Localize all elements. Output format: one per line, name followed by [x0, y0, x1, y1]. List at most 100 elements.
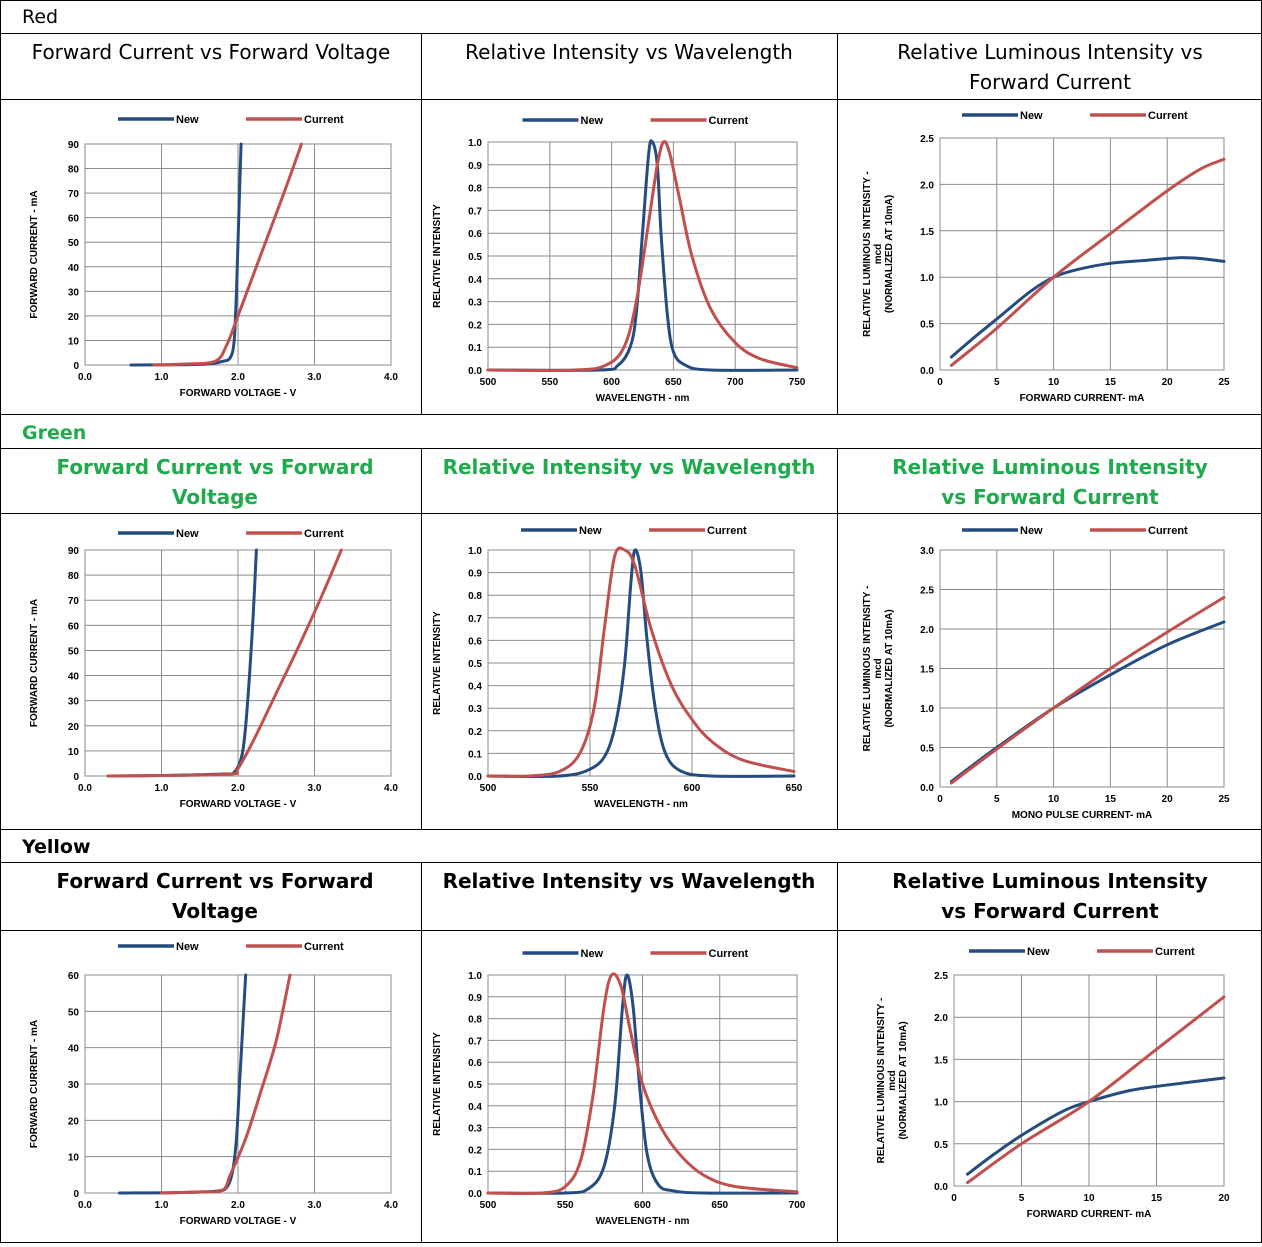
yellow-spec-svg: 500 550 600 650 700 0.0 0.1 0.2 0.3 0.4 0.5 0.6 0.7 0… — [432, 948, 806, 1227]
legend-label-new: New — [1020, 525, 1043, 537]
y-tick-label: 80 — [68, 571, 80, 582]
y-tick-label: 0.0 — [468, 772, 482, 783]
green-spec-svg: 500 550 600 650 0.0 0.1 0.2 0.3 0.4 0.5 0.6 0.7 0.8 0… — [432, 525, 803, 810]
x-tick-label: 600 — [634, 1200, 651, 1211]
section-label-yellow: Yellow — [22, 836, 91, 858]
divider — [0, 99, 1262, 100]
legend-label-new: New — [1027, 946, 1050, 958]
x-tick-label: 500 — [480, 377, 497, 388]
series-line-new — [486, 973, 799, 1195]
series-line-current — [486, 972, 799, 1195]
x-tick-label: 5 — [1019, 1193, 1025, 1204]
y-tick-label: 60 — [68, 214, 80, 225]
legend-label-current: Current — [1148, 110, 1188, 122]
y-tick-label: 0.3 — [468, 1124, 482, 1135]
y-tick-label: 2.5 — [920, 134, 934, 145]
x-tick-label: 3.0 — [308, 783, 322, 794]
x-axis-label: FORWARD VOLTAGE - V — [180, 799, 297, 810]
x-tick-label: 700 — [789, 1200, 806, 1211]
series-line-new — [486, 139, 799, 372]
x-tick-label: 10 — [1083, 1193, 1095, 1204]
y-axis-label: (NORMALIZED AT 10mA) — [898, 1021, 909, 1139]
y-axis-label: RELATIVE INTENSITY — [432, 204, 443, 308]
y-axis-label: RELATIVE LUMINOUS INTENSITY - — [862, 171, 873, 337]
y-tick-label: 40 — [68, 263, 80, 274]
y-axis-label: (NORMALIZED AT 10mA) — [884, 609, 895, 727]
y-axis-label: FORWARD CURRENT - mA — [29, 599, 40, 727]
x-tick-label: 1.0 — [155, 783, 169, 794]
legend-label-new: New — [176, 528, 199, 540]
legend-label-new: New — [176, 114, 199, 126]
x-tick-label: 3.0 — [308, 1200, 322, 1211]
legend-label-current: Current — [304, 528, 344, 540]
x-tick-label: 0 — [951, 1193, 957, 1204]
chart-green-spec: 500 550 600 650 0.0 0.1 0.2 0.3 0.4 0.5 0.6 0.7 0.8 0… — [422, 514, 837, 829]
x-tick-label: 0 — [937, 377, 943, 388]
red-spec-svg: 500 550 600 650 700 750 0.0 0.1 0.2 0.3 0.4 0.5 0.6 0… — [432, 115, 806, 404]
red-iv-title: Forward Current vs Forward Voltage — [31, 40, 391, 64]
y-axis-label: FORWARD CURRENT - mA — [29, 1020, 40, 1148]
y-tick-label: 0.7 — [468, 206, 482, 217]
y-tick-label: 0.5 — [920, 320, 934, 331]
legend-label-new: New — [581, 948, 604, 960]
y-tick-label: 60 — [68, 971, 80, 982]
green-iv-svg: 0.0 1.0 2.0 3.0 4.0 0 10 20 30 40 50 60 70 80 90 FORWAR… — [29, 528, 398, 810]
x-tick-label: 10 — [1048, 794, 1060, 805]
y-tick-label: 0.2 — [468, 1145, 482, 1156]
y-tick-label: 0.9 — [468, 569, 482, 580]
y-tick-label: 0.8 — [468, 1015, 482, 1026]
col-divider — [837, 862, 838, 1243]
green-spec-title: Relative Intensity vs Wavelength — [442, 455, 816, 479]
y-tick-label: 0.5 — [934, 1140, 948, 1151]
x-tick-label: 20 — [1162, 794, 1174, 805]
y-tick-label: 0 — [73, 772, 79, 783]
red-rli-title: Relative Luminous Intensity vs Forward C… — [897, 40, 1203, 94]
y-axis-label: RELATIVE LUMINOUS INTENSITY - — [876, 998, 887, 1164]
y-axis-label: mcd — [873, 244, 884, 265]
chart-yellow-spec: 500 550 600 650 700 0.0 0.1 0.2 0.3 0.4 0.5 0.6 0.7 0… — [422, 931, 837, 1242]
series-line-current — [486, 140, 799, 372]
y-tick-label: 20 — [68, 1116, 80, 1127]
y-tick-label: 0.0 — [920, 783, 934, 794]
y-tick-label: 0.4 — [468, 1102, 482, 1113]
x-tick-label: 550 — [541, 377, 558, 388]
x-axis-label: WAVELENGTH - nm — [594, 799, 688, 810]
x-tick-label: 5 — [994, 377, 1000, 388]
x-axis-label: MONO PULSE CURRENT- mA — [1012, 810, 1153, 821]
y-tick-label: 20 — [68, 312, 80, 323]
col-divider — [837, 448, 838, 829]
y-tick-label: 0.5 — [468, 659, 482, 670]
x-axis-label: FORWARD CURRENT- mA — [1020, 393, 1145, 404]
x-tick-label: 500 — [480, 783, 497, 794]
divider — [0, 448, 1262, 449]
y-tick-label: 0.6 — [468, 229, 482, 240]
x-tick-label: 600 — [684, 783, 701, 794]
y-tick-label: 40 — [68, 672, 80, 683]
x-tick-label: 4.0 — [384, 372, 398, 383]
legend-label-current: Current — [1155, 946, 1195, 958]
x-tick-label: 2.0 — [231, 1200, 245, 1211]
series-line-current — [152, 142, 303, 367]
legend-label-current: Current — [709, 115, 749, 127]
x-tick-label: 4.0 — [384, 783, 398, 794]
divider — [0, 829, 1262, 830]
yellow-iv-svg: 0.0 1.0 2.0 3.0 4.0 0 10 20 30 40 50 60 FORWARD VOLT… — [29, 941, 398, 1227]
x-tick-label: 25 — [1218, 794, 1230, 805]
x-tick-label: 5 — [994, 794, 1000, 805]
series-line-current — [966, 995, 1226, 1185]
green-rli-title: Relative Luminous Intensity vs Forward C… — [892, 455, 1208, 509]
y-tick-label: 0.8 — [468, 591, 482, 602]
x-axis-label: WAVELENGTH - nm — [596, 393, 690, 404]
y-tick-label: 0.0 — [468, 366, 482, 377]
chart-yellow-iv: 0.0 1.0 2.0 3.0 4.0 0 10 20 30 40 50 60 FORWARD VOLT… — [1, 931, 421, 1242]
x-tick-label: 20 — [1162, 377, 1174, 388]
y-tick-label: 30 — [68, 1080, 80, 1091]
yellow-spec-title: Relative Intensity vs Wavelength — [442, 869, 816, 893]
y-axis-label: FORWARD CURRENT - mA — [29, 190, 40, 318]
y-tick-label: 0.5 — [468, 1080, 482, 1091]
y-tick-label: 2.0 — [920, 625, 934, 636]
series-line-current — [160, 973, 292, 1195]
y-tick-label: 2.0 — [934, 1013, 948, 1024]
x-tick-label: 550 — [557, 1200, 574, 1211]
